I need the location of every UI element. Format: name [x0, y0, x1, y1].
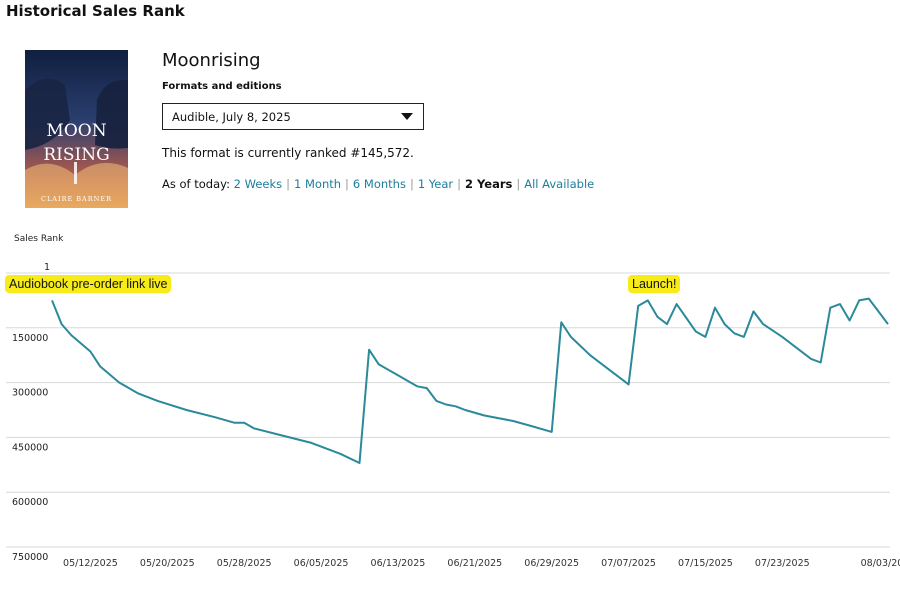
sales-rank-line — [51, 297, 889, 464]
y-tick-label: 1 — [44, 262, 50, 273]
book-cover-art: MOON RISING CLAIRE BARNER — [25, 50, 128, 208]
book-title: Moonrising — [162, 50, 261, 71]
chart-annotation: Audiobook pre-order link live — [5, 275, 172, 293]
cover-title-line2: RISING — [43, 145, 109, 165]
x-tick-label: 07/15/2025 — [678, 558, 733, 569]
range-link-1-year[interactable]: 1 Year — [417, 177, 454, 191]
range-separator: | — [516, 177, 521, 191]
y-tick-label: 450000 — [12, 442, 48, 453]
range-prefix: As of today: — [162, 177, 230, 191]
cover-title-line1: MOON — [46, 121, 106, 141]
y-tick-label: 600000 — [12, 497, 48, 508]
y-tick-label: 150000 — [12, 333, 48, 344]
format-dropdown[interactable]: Audible, July 8, 2025 — [162, 103, 424, 130]
x-tick-label: 05/20/2025 — [140, 558, 195, 569]
x-tick-label: 07/07/2025 — [601, 558, 656, 569]
y-tick-label: 300000 — [12, 388, 48, 399]
x-tick-label: 06/29/2025 — [524, 558, 579, 569]
y-tick-label: 750000 — [12, 552, 48, 563]
formats-label: Formats and editions — [162, 81, 282, 92]
x-tick-label: 05/12/2025 — [63, 558, 118, 569]
format-dropdown-value: Audible, July 8, 2025 — [172, 109, 291, 124]
range-link-2-weeks[interactable]: 2 Weeks — [233, 177, 283, 191]
page-title: Historical Sales Rank — [6, 2, 185, 20]
range-separator: | — [457, 177, 462, 191]
sales-rank-chart: 1 150000 300000 450000 600000 750000 05/12/202… — [6, 262, 900, 569]
cover-author: CLAIRE BARNER — [41, 195, 112, 203]
rank-status: This format is currently ranked #145,572… — [162, 146, 414, 160]
time-range-selector: As of today: 2 Weeks | 1 Month | 6 Months | 1 … — [162, 177, 594, 191]
y-axis-title: Sales Rank — [14, 234, 64, 244]
book-cover[interactable]: MOON RISING CLAIRE BARNER — [25, 50, 128, 208]
range-link-6-months[interactable]: 6 Months — [352, 177, 406, 191]
chevron-down-icon — [401, 113, 413, 120]
chart-annotation: Launch! — [628, 275, 681, 293]
range-link-all-available[interactable]: All Available — [524, 177, 595, 191]
range-separator: | — [345, 177, 349, 191]
range-separator: | — [286, 177, 291, 191]
x-tick-label: 06/13/2025 — [371, 558, 426, 569]
x-tick-label: 05/28/2025 — [217, 558, 272, 569]
x-tick-label: 07/23/2025 — [755, 558, 810, 569]
x-tick-label: 06/21/2025 — [447, 558, 502, 569]
range-link-1-month[interactable]: 1 Month — [294, 177, 342, 191]
x-tick-label: 08/03/2025 — [861, 558, 900, 569]
range-link-2-years[interactable]: 2 Years — [465, 177, 513, 191]
x-tick-label: 06/05/2025 — [294, 558, 349, 569]
range-separator: | — [409, 177, 414, 191]
